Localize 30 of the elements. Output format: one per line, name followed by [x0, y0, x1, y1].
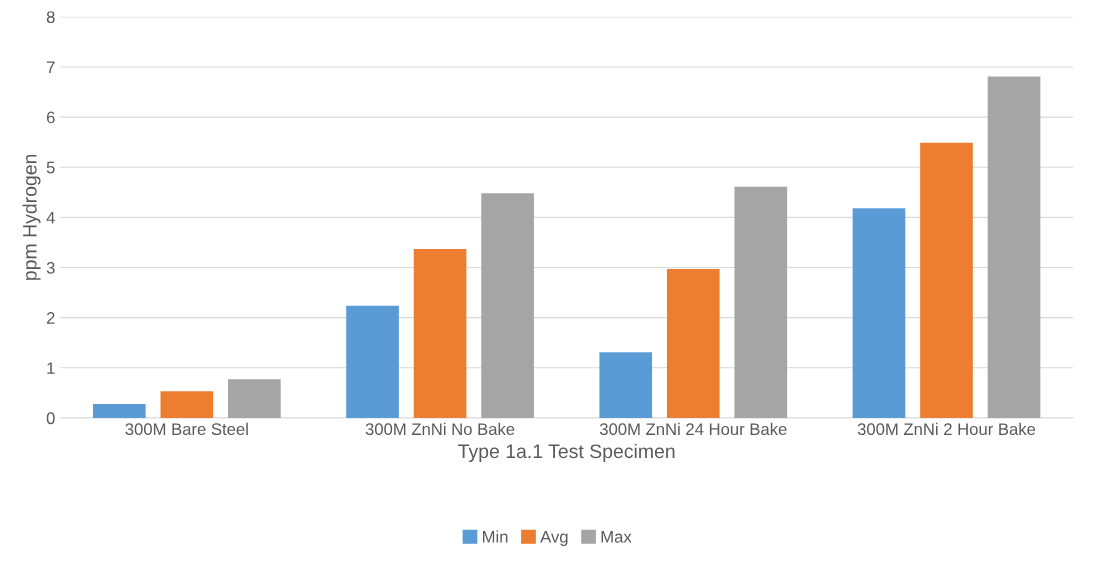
x-tick-label: 300M ZnNi 2 Hour Bake [857, 422, 1036, 436]
y-tick-label: 3 [46, 261, 55, 274]
y-tick-label: 2 [46, 312, 55, 324]
y-tick-label: 0 [46, 412, 55, 425]
bar [852, 208, 906, 418]
legend-label: Min [482, 530, 508, 543]
bar [228, 379, 281, 418]
bar [987, 76, 1041, 418]
y-axis-title: ppm Hydrogen [22, 154, 41, 280]
bar [413, 248, 467, 418]
x-tick-label: 300M Bare Steel [125, 422, 248, 436]
x-tick-label: 300M ZnNi No Bake [365, 422, 515, 436]
x-axis-title: Type 1a.1 Test Specimen [458, 443, 675, 463]
y-tick-label: 6 [46, 111, 55, 124]
legend-label: Max [601, 531, 632, 543]
bar [92, 403, 146, 418]
legend-label: Avg [540, 531, 568, 546]
bar [920, 142, 973, 418]
bar [666, 269, 720, 418]
y-tick-label: 5 [46, 161, 55, 174]
y-tick-label: 7 [46, 61, 55, 74]
x-tick-label: 300M ZnNi 24 Hour Bake [599, 422, 787, 436]
y-tick-label: 8 [46, 11, 55, 24]
bar [599, 352, 653, 418]
bar [481, 193, 534, 418]
y-tick-label: 4 [46, 211, 55, 224]
bar [160, 391, 214, 418]
y-tick-label: 1 [47, 362, 55, 374]
bar [734, 186, 788, 418]
bar [346, 305, 399, 418]
